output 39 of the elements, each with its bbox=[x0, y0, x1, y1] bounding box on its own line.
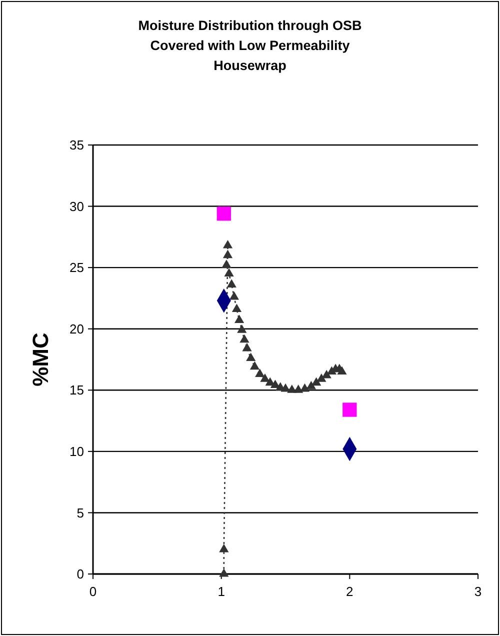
x-tick-label: 1 bbox=[218, 584, 225, 599]
x-tick-label: 2 bbox=[346, 584, 354, 599]
point bbox=[222, 260, 232, 268]
point bbox=[316, 374, 326, 382]
point bbox=[226, 279, 236, 288]
point bbox=[237, 324, 247, 333]
point bbox=[342, 402, 357, 417]
y-tick-label: 10 bbox=[70, 444, 84, 459]
y-tick-label: 35 bbox=[70, 138, 84, 153]
point bbox=[240, 334, 250, 343]
point bbox=[300, 383, 310, 392]
point bbox=[280, 383, 290, 392]
point bbox=[219, 544, 229, 552]
point bbox=[242, 342, 252, 352]
point bbox=[250, 361, 260, 370]
point bbox=[234, 314, 244, 324]
y-tick-label: 5 bbox=[76, 505, 84, 520]
x-tick-label: 0 bbox=[89, 584, 97, 599]
point bbox=[224, 268, 234, 276]
point bbox=[260, 374, 270, 382]
y-axis-title: %MC bbox=[28, 332, 53, 386]
y-tick-label: 15 bbox=[70, 382, 84, 398]
point bbox=[246, 352, 256, 362]
x-tick-label: 3 bbox=[474, 584, 482, 599]
point bbox=[255, 368, 265, 377]
point bbox=[294, 384, 304, 393]
point bbox=[232, 304, 242, 312]
point bbox=[222, 240, 233, 248]
chart-title: Moisture Distribution through OSB Covered with Low Permeability Housewrap bbox=[138, 18, 362, 73]
point bbox=[337, 366, 347, 375]
point bbox=[311, 377, 322, 386]
y-tick-label: 0 bbox=[76, 566, 84, 582]
point bbox=[222, 250, 233, 258]
y-tick-label: 25 bbox=[70, 260, 84, 276]
y-tick-label: 30 bbox=[70, 198, 84, 214]
point bbox=[216, 206, 231, 221]
point bbox=[219, 568, 229, 577]
point bbox=[229, 291, 239, 300]
y-tick-label: 20 bbox=[70, 321, 84, 336]
